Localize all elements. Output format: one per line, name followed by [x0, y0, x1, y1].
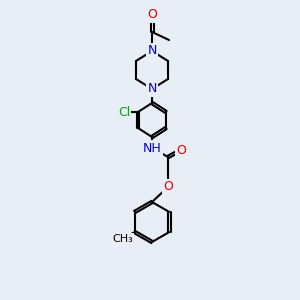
Text: N: N: [147, 44, 157, 58]
Text: O: O: [163, 181, 173, 194]
Text: Cl: Cl: [118, 106, 130, 118]
Text: O: O: [147, 8, 157, 22]
Text: NH: NH: [142, 142, 161, 154]
Text: N: N: [147, 82, 157, 95]
Text: O: O: [176, 143, 186, 157]
Text: CH₃: CH₃: [112, 234, 133, 244]
